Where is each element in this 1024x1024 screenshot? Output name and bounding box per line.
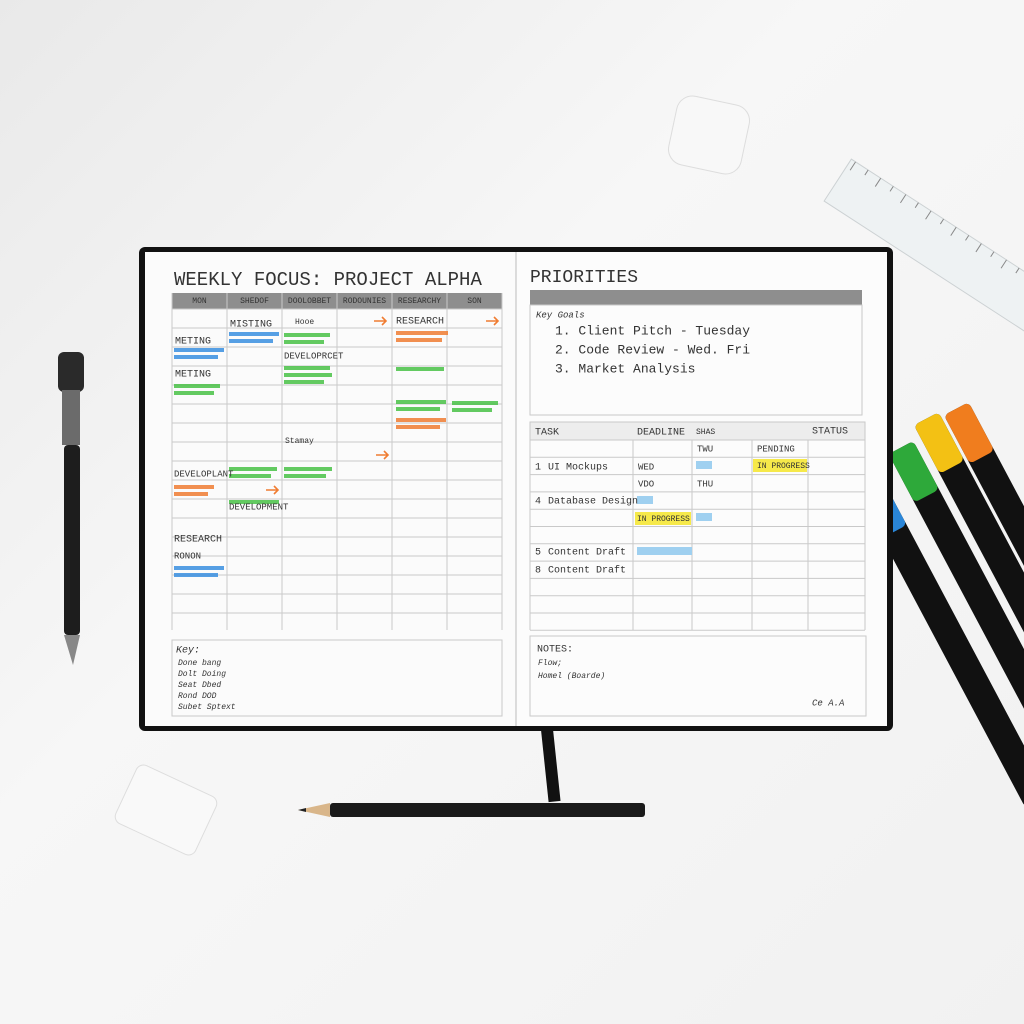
note: Flow; xyxy=(538,659,562,668)
table-header: TASK xyxy=(535,428,559,439)
entry: DEVELOPLANT xyxy=(174,469,234,479)
highlights xyxy=(174,331,498,577)
entry: Stamay xyxy=(285,437,314,446)
cell: Database Design xyxy=(548,496,638,508)
task-table xyxy=(529,421,866,631)
cell: IN PROGRESS xyxy=(637,515,690,524)
ruler xyxy=(823,158,1024,333)
note: Homel (Boarde) xyxy=(538,672,605,681)
notes-title: NOTES: xyxy=(537,645,573,656)
entry: METING xyxy=(175,337,211,348)
entry: DEVELOPMENT xyxy=(229,502,289,512)
table-highlights xyxy=(635,459,807,555)
day-header: RESEARCHY xyxy=(398,297,441,306)
entry: MISTING xyxy=(230,320,272,331)
cell: PENDING xyxy=(757,444,795,454)
entry: RESEARCH xyxy=(174,535,222,546)
header-bar xyxy=(530,290,862,305)
cell: 5 xyxy=(535,548,541,559)
page-title: PRIORITIES xyxy=(530,268,638,288)
entry: RONON xyxy=(174,551,201,561)
key-item: Seat Dbed xyxy=(178,681,221,690)
entry: Hooe xyxy=(295,318,314,327)
cell: IN PROGRESS xyxy=(757,462,810,471)
right-page xyxy=(516,252,887,726)
signature: Ce A.A xyxy=(812,698,844,708)
page-title: WEEKLY FOCUS: PROJECT ALPHA xyxy=(174,269,482,291)
priorities-box xyxy=(529,304,863,416)
pen xyxy=(58,352,84,665)
cell: VDO xyxy=(638,479,654,489)
key-item: Rond DOD xyxy=(178,692,217,701)
entry: RESEARCH xyxy=(396,317,444,328)
day-header: SHEDOF xyxy=(240,297,269,306)
pencil xyxy=(298,803,645,817)
cell: WED xyxy=(638,462,654,472)
table-header: DEADLINE xyxy=(637,428,685,439)
entry: METING xyxy=(175,370,211,381)
subtitle: Key Goals xyxy=(536,310,585,320)
day-header: RODOUNIES xyxy=(343,297,386,306)
cell: TWU xyxy=(697,444,713,454)
eraser xyxy=(114,764,218,856)
cell: 8 xyxy=(535,566,541,577)
cell: Content Draft xyxy=(548,547,626,559)
key-box xyxy=(171,639,503,717)
priority: 1. Client Pitch - Tuesday xyxy=(555,323,750,338)
notes-box xyxy=(529,635,867,717)
arrows xyxy=(266,316,500,495)
table-header: SHAS xyxy=(696,428,715,437)
cell: UI Mockups xyxy=(548,462,608,474)
key-title: Key: xyxy=(176,646,200,657)
priority: 2. Code Review - Wed. Fri xyxy=(555,342,750,357)
table-header: STATUS xyxy=(812,427,848,438)
bookmark xyxy=(540,719,561,803)
cell: 1 xyxy=(535,463,541,474)
eraser xyxy=(668,95,750,175)
day-headers: MON SHEDOF DOOLOBBET RODOUNIES RESEARCHY SON xyxy=(192,297,482,306)
day-header: SON xyxy=(467,297,482,306)
cell: Content Draft xyxy=(548,565,626,577)
cell: 4 xyxy=(535,497,541,508)
week-grid xyxy=(171,293,503,630)
entry: DEVELOPRCET xyxy=(284,351,344,361)
cell: THU xyxy=(697,479,713,489)
key-item: Subet Sptext xyxy=(178,703,236,712)
key-item: Dolt Doing xyxy=(178,670,226,679)
priority: 3. Market Analysis xyxy=(555,361,695,376)
key-item: Done bang xyxy=(178,659,221,668)
day-header: MON xyxy=(192,297,207,306)
day-header: DOOLOBBET xyxy=(288,297,331,306)
